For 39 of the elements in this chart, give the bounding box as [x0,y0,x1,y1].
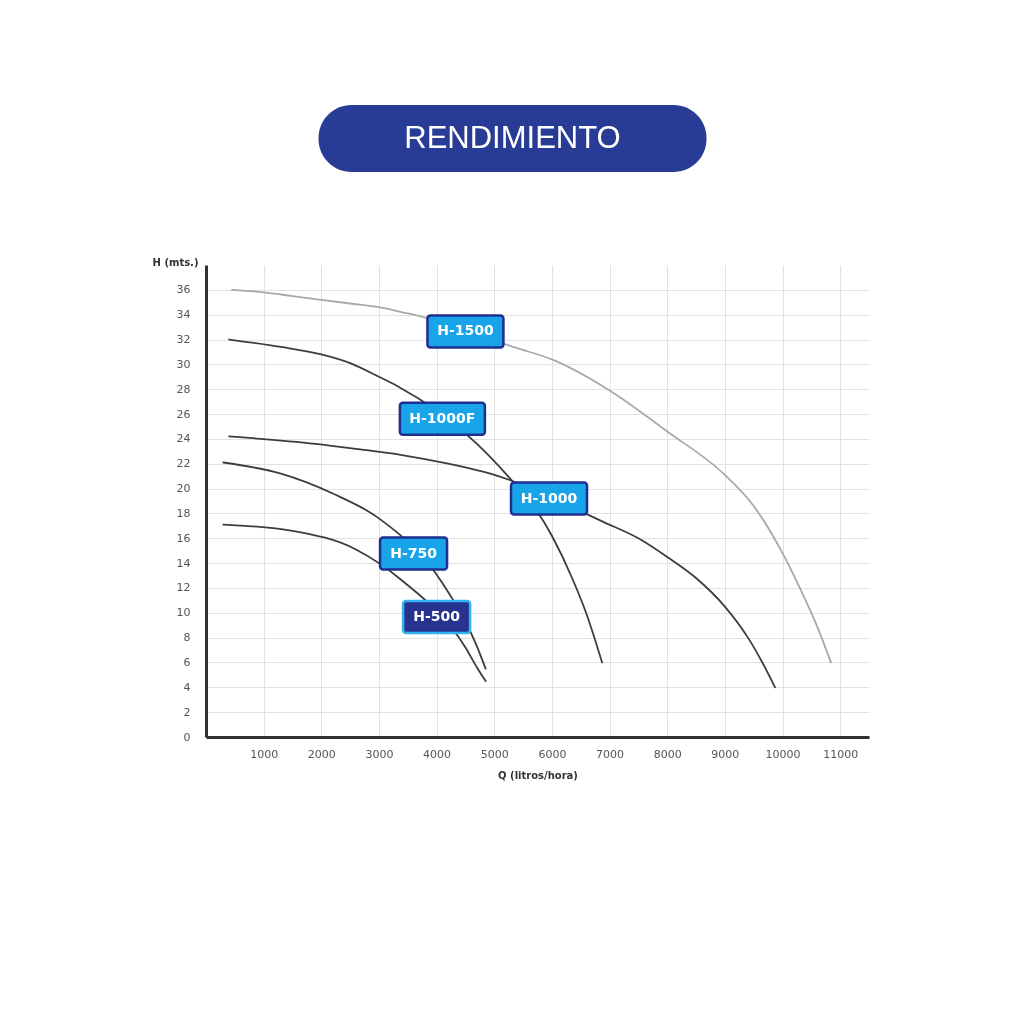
y-tick-label: 8 [183,631,191,645]
chart-title: RENDIMIENTO [404,120,621,155]
y-tick-label: 30 [176,357,191,371]
y-tick-label: 4 [183,680,191,694]
y-tick-label: 22 [176,457,191,471]
series-label: H-500 [413,608,461,625]
y-tick-label: 10 [176,606,191,620]
series-label: H-750 [390,544,438,561]
x-tick-label: 11000 [823,747,859,761]
y-tick-label: 6 [183,655,191,669]
x-tick-label: 2000 [307,747,336,761]
x-tick-label: 5000 [480,747,509,761]
series-label: H-1500 [437,322,494,339]
y-tick-label: 34 [176,308,191,322]
y-tick-label: 18 [176,506,191,520]
y-tick-label: 20 [176,482,191,496]
y-tick-label: 12 [176,581,191,595]
y-tick-label: 14 [176,556,191,570]
series-label: H-1000 [520,489,578,506]
y-axis-title: H (mts.) [152,256,199,268]
y-tick-label: 28 [176,382,191,396]
x-tick-label: 8000 [653,747,682,761]
y-tick-label: 16 [176,531,191,545]
x-tick-label: 9000 [711,747,740,761]
y-tick-label: 26 [176,407,191,421]
x-axis-title: Q (litros/hora) [498,769,578,781]
y-tick-label: 24 [176,432,191,446]
y-tick-label: 2 [183,705,191,719]
x-tick-label: 10000 [765,747,801,761]
line-series [231,288,832,664]
y-tick-label: 32 [176,333,191,347]
x-tick-label: 1000 [250,747,279,761]
x-tick-label: 3000 [365,747,394,761]
x-tick-label: 7000 [596,747,625,761]
series-label: H-1000F [409,409,476,426]
x-tick-label: 6000 [538,747,567,761]
y-tick-label: 0 [183,730,191,744]
y-tick-label: 36 [176,283,191,297]
x-tick-label: 4000 [423,747,452,761]
